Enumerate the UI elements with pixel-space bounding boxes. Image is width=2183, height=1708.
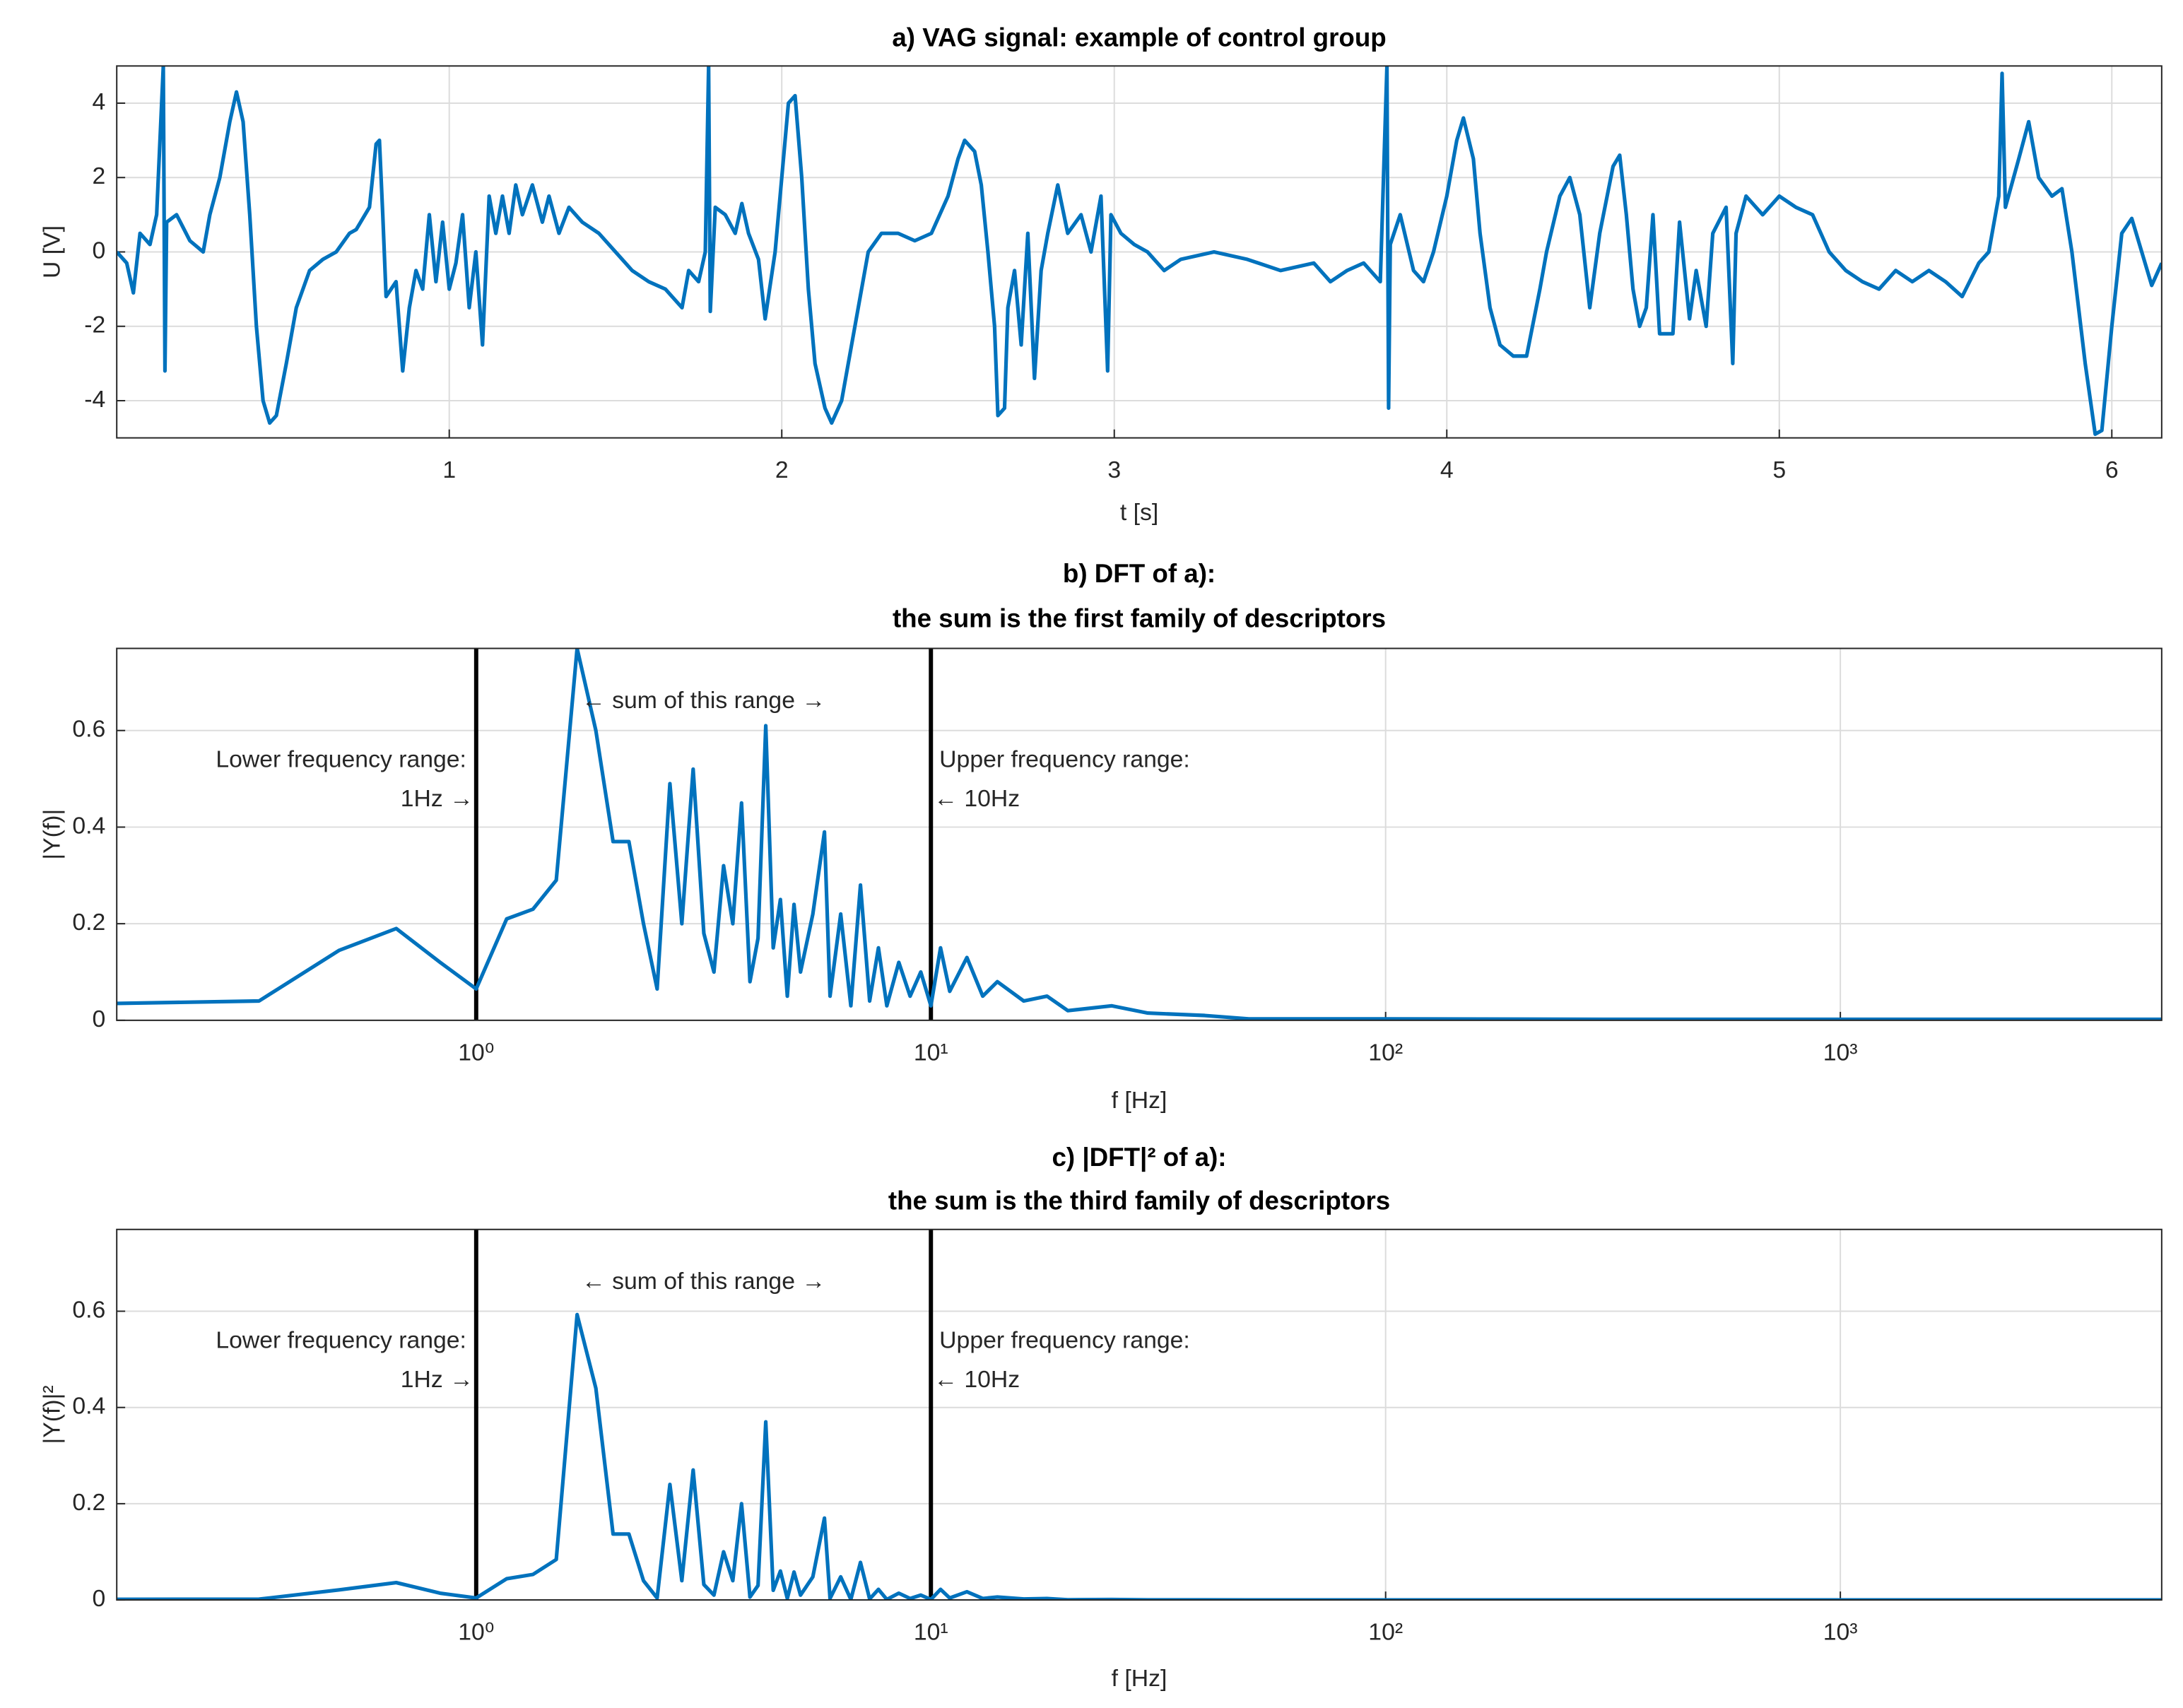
x-tick-label: 5 — [1772, 457, 1786, 483]
y-axis-label: |Y(f)|² — [39, 1385, 66, 1444]
annotation: Upper frequency range: — [939, 746, 1190, 772]
axes-box — [116, 647, 2163, 1021]
annotation: 1Hz → — [401, 1366, 473, 1393]
x-tick-label: 10³ — [1823, 1039, 1858, 1066]
y-tick-label: 4 — [93, 88, 106, 115]
x-tick-label: 10¹ — [914, 1619, 948, 1646]
chart-title: a) VAG signal: example of control group — [892, 23, 1386, 52]
x-tick-label: 2 — [775, 457, 789, 483]
y-tick-label: 0.6 — [72, 716, 105, 743]
axes-box — [116, 65, 2163, 439]
y-tick-label: 0.4 — [72, 1393, 105, 1420]
y-tick-label: 0.2 — [72, 909, 105, 936]
x-tick-label: 10¹ — [914, 1039, 948, 1066]
x-tick-label: 10² — [1368, 1039, 1403, 1066]
chart-title: c) |DFT|² of a): — [1052, 1143, 1227, 1172]
annotation: ← 10Hz — [934, 1366, 1020, 1393]
y-axis-label: U [V] — [39, 225, 66, 278]
y-tick-label: -4 — [84, 386, 105, 413]
y-tick-label: 0 — [93, 1585, 106, 1612]
y-tick-label: -2 — [84, 312, 105, 338]
x-axis-label: f [Hz] — [1112, 1665, 1167, 1692]
signal-line — [117, 648, 2162, 1020]
annotation: Lower frequency range: — [216, 746, 466, 772]
signal-line — [117, 1312, 2162, 1601]
x-tick-label: 10⁰ — [458, 1619, 494, 1646]
signal-line — [117, 66, 2162, 436]
x-axis-label: t [s] — [1120, 499, 1158, 526]
chart-title: the sum is the first family of descripto… — [893, 604, 1386, 633]
annotation: ← sum of this range → — [582, 1268, 825, 1295]
annotation: Lower frequency range: — [216, 1327, 466, 1354]
y-tick-label: 0 — [93, 1006, 106, 1032]
y-axis-label: |Y(f)| — [39, 809, 66, 860]
annotation: 1Hz → — [401, 785, 473, 812]
x-tick-label: 4 — [1440, 457, 1454, 483]
annotation: Upper frequency range: — [939, 1327, 1190, 1354]
annotation: ← 10Hz — [934, 785, 1020, 812]
y-tick-label: 0.6 — [72, 1296, 105, 1323]
x-tick-label: 1 — [442, 457, 456, 483]
y-tick-label: 0.2 — [72, 1489, 105, 1516]
y-tick-label: 0 — [93, 237, 106, 264]
chart-title: b) DFT of a): — [1063, 559, 1216, 588]
y-tick-label: 2 — [93, 163, 106, 189]
x-tick-label: 10³ — [1823, 1619, 1858, 1646]
chart-title: the sum is the third family of descripto… — [888, 1186, 1390, 1215]
x-axis-label: f [Hz] — [1112, 1087, 1167, 1114]
plot-area — [117, 1229, 2162, 1601]
y-tick-label: 0.4 — [72, 812, 105, 839]
annotation: ← sum of this range → — [582, 687, 825, 714]
x-tick-label: 6 — [2105, 457, 2119, 483]
axes-box — [116, 1228, 2163, 1601]
x-tick-label: 3 — [1107, 457, 1121, 483]
plot-area — [117, 648, 2162, 1020]
x-tick-label: 10⁰ — [458, 1039, 494, 1066]
x-tick-label: 10² — [1368, 1619, 1403, 1646]
